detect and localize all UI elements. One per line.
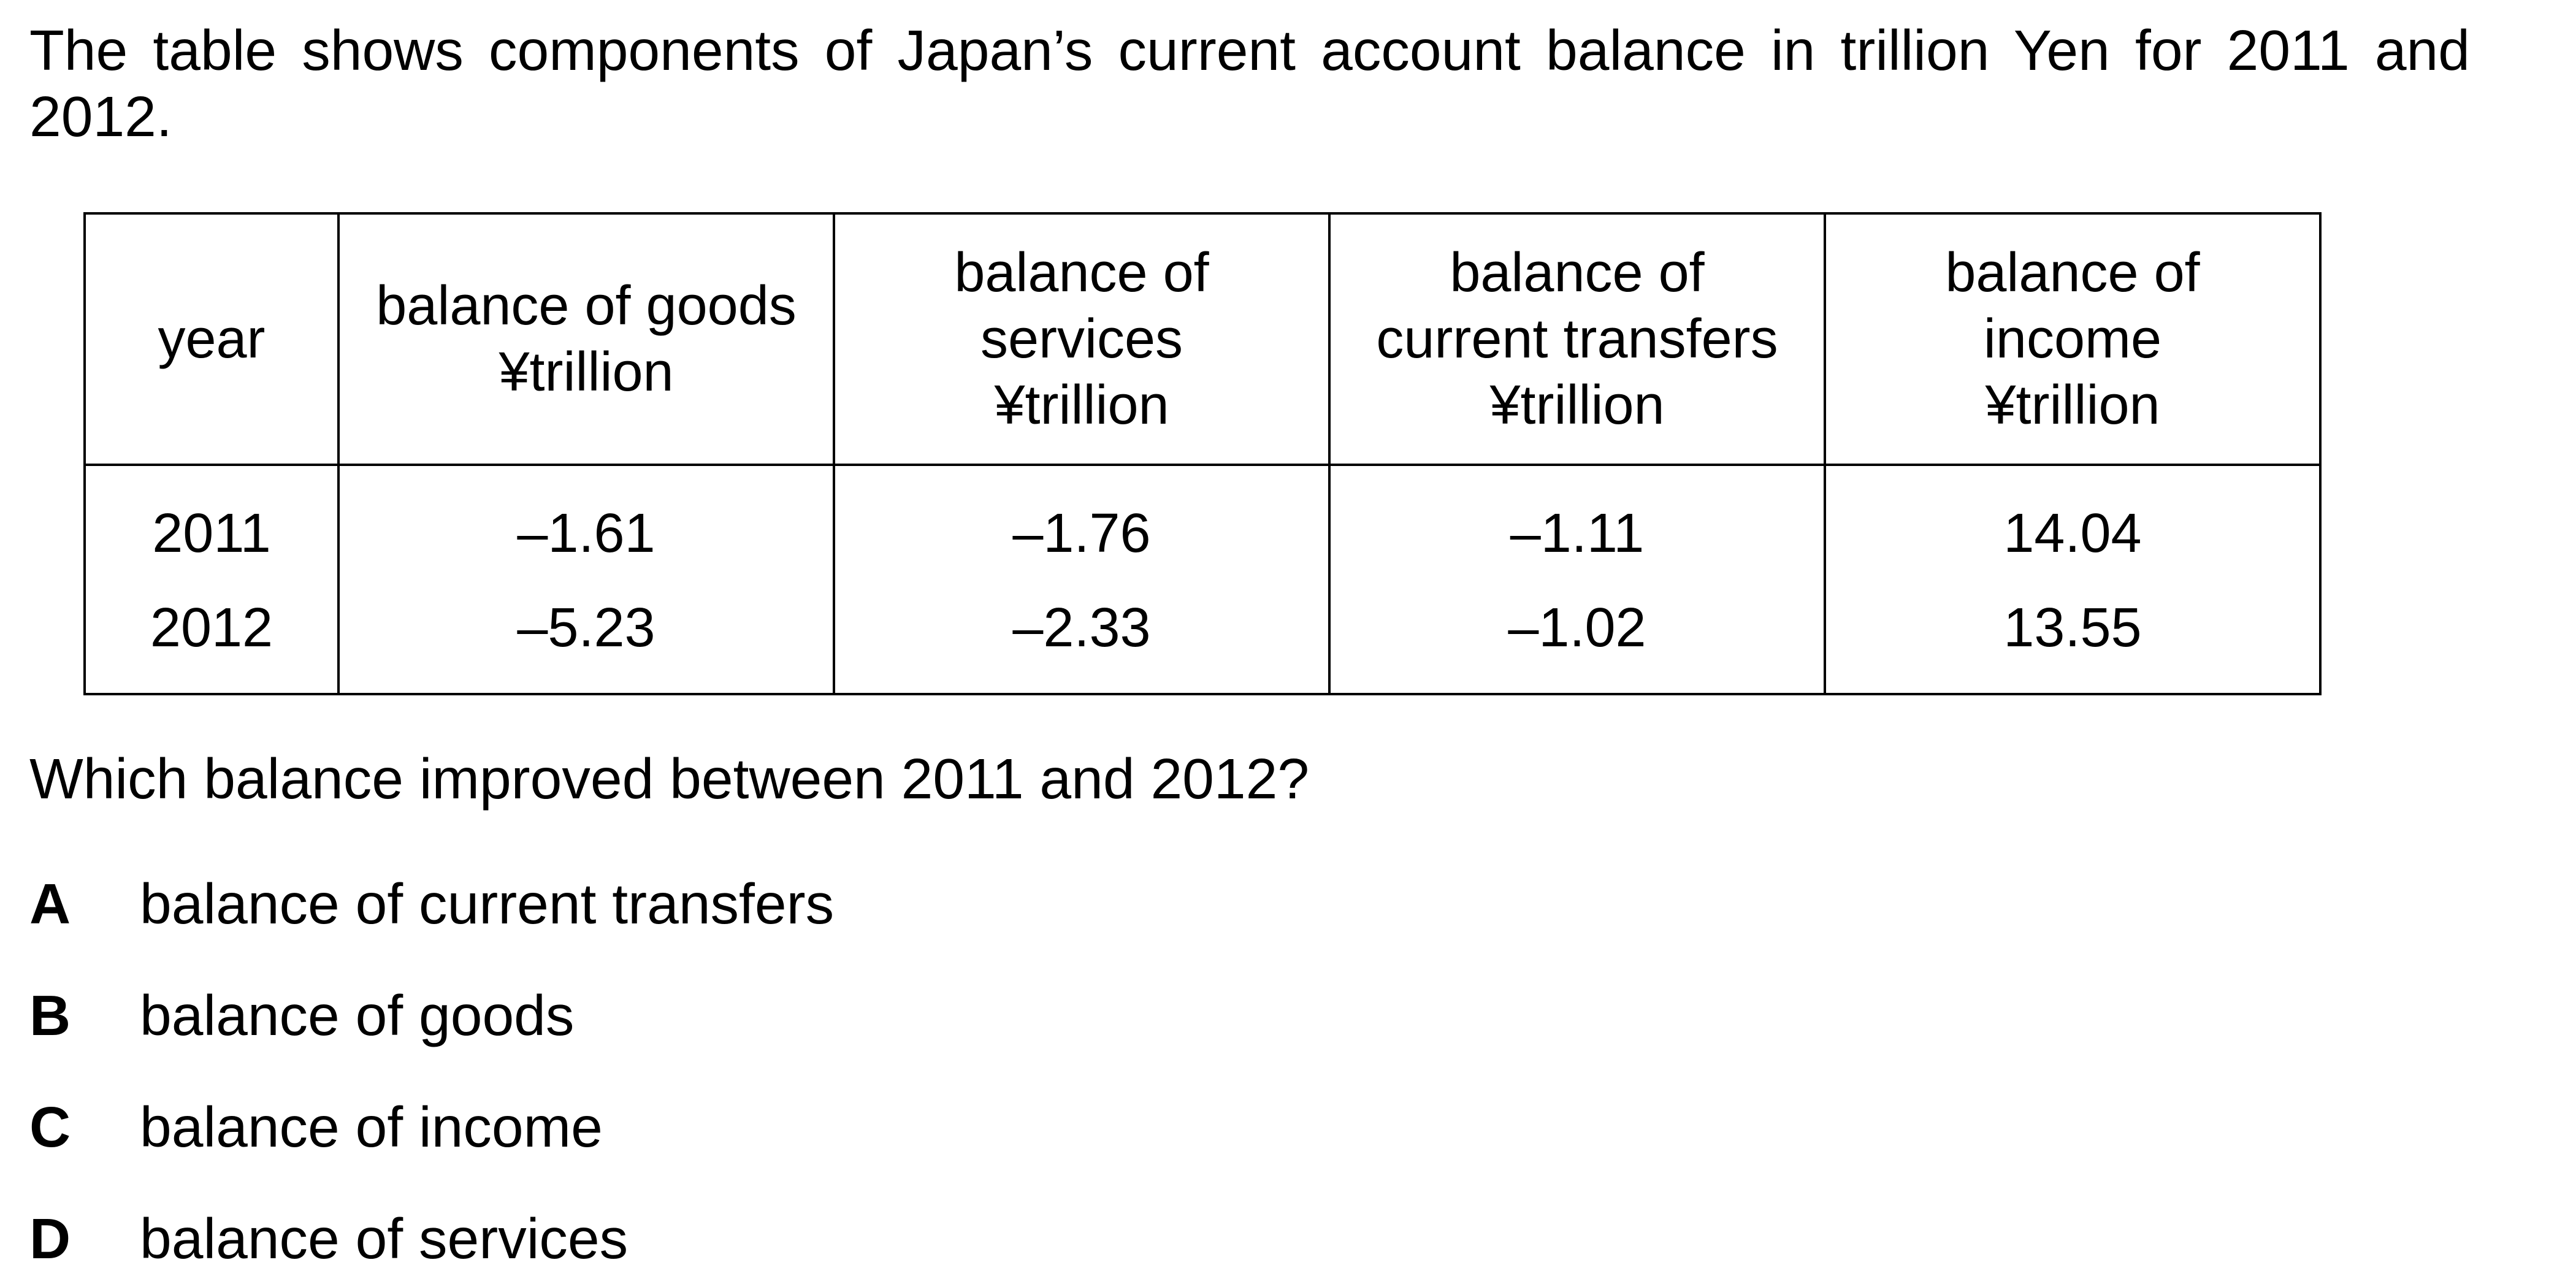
header-services-line-3: ¥trillion <box>994 375 1169 436</box>
option-letter: D <box>29 1207 71 1270</box>
cell-income: 14.04 <box>1824 465 2322 595</box>
option-text: balance of services <box>140 1207 629 1270</box>
header-goods-line-2: ¥trillion <box>499 342 674 403</box>
option-letter: C <box>29 1095 71 1159</box>
header-income-line-2: income <box>1983 308 2162 370</box>
cell-services: –2.33 <box>833 595 1331 695</box>
cell-income: 13.55 <box>1824 595 2322 695</box>
header-income: balance of income ¥trillion <box>1824 212 2322 466</box>
table-row: 2012 –5.23 –2.33 –1.02 13.55 <box>83 595 2322 695</box>
header-current-transfers: balance of current transfers ¥trillion <box>1328 212 1826 466</box>
cell-services: –1.76 <box>833 465 1331 595</box>
header-income-line-1: balance of <box>1945 242 2200 304</box>
option-letter: B <box>29 984 71 1047</box>
header-year: year <box>83 212 340 466</box>
header-goods: balance of goods ¥trillion <box>337 212 835 466</box>
table-row: 2011 –1.61 –1.76 –1.11 14.04 <box>83 465 2322 595</box>
balance-table: year balance of goods ¥trillion balance … <box>83 212 2322 695</box>
header-goods-line-1: balance of goods <box>376 275 797 337</box>
cell-goods: –1.61 <box>337 465 835 595</box>
header-year-line: year <box>158 308 266 370</box>
table-header-row: year balance of goods ¥trillion balance … <box>83 212 2322 466</box>
header-services: balance of services ¥trillion <box>833 212 1331 466</box>
option-text: balance of goods <box>140 984 575 1047</box>
header-services-line-2: services <box>980 308 1183 370</box>
cell-year: 2011 <box>83 465 340 595</box>
option-text: balance of income <box>140 1095 603 1159</box>
header-transfers-line-2: current transfers <box>1376 308 1778 370</box>
cell-goods: –5.23 <box>337 595 835 695</box>
header-transfers-line-3: ¥trillion <box>1489 375 1665 436</box>
intro-text: The table shows components of Japan’s cu… <box>29 18 2470 148</box>
cell-current-transfers: –1.11 <box>1328 465 1826 595</box>
cell-year: 2012 <box>83 595 340 695</box>
header-income-line-3: ¥trillion <box>1985 375 2160 436</box>
option-letter: A <box>29 872 71 936</box>
cell-current-transfers: –1.02 <box>1328 595 1826 695</box>
option-text: balance of current transfers <box>140 872 835 936</box>
header-services-line-1: balance of <box>954 242 1209 304</box>
question-text: Which balance improved between 2011 and … <box>29 747 1310 811</box>
header-transfers-line-1: balance of <box>1450 242 1705 304</box>
